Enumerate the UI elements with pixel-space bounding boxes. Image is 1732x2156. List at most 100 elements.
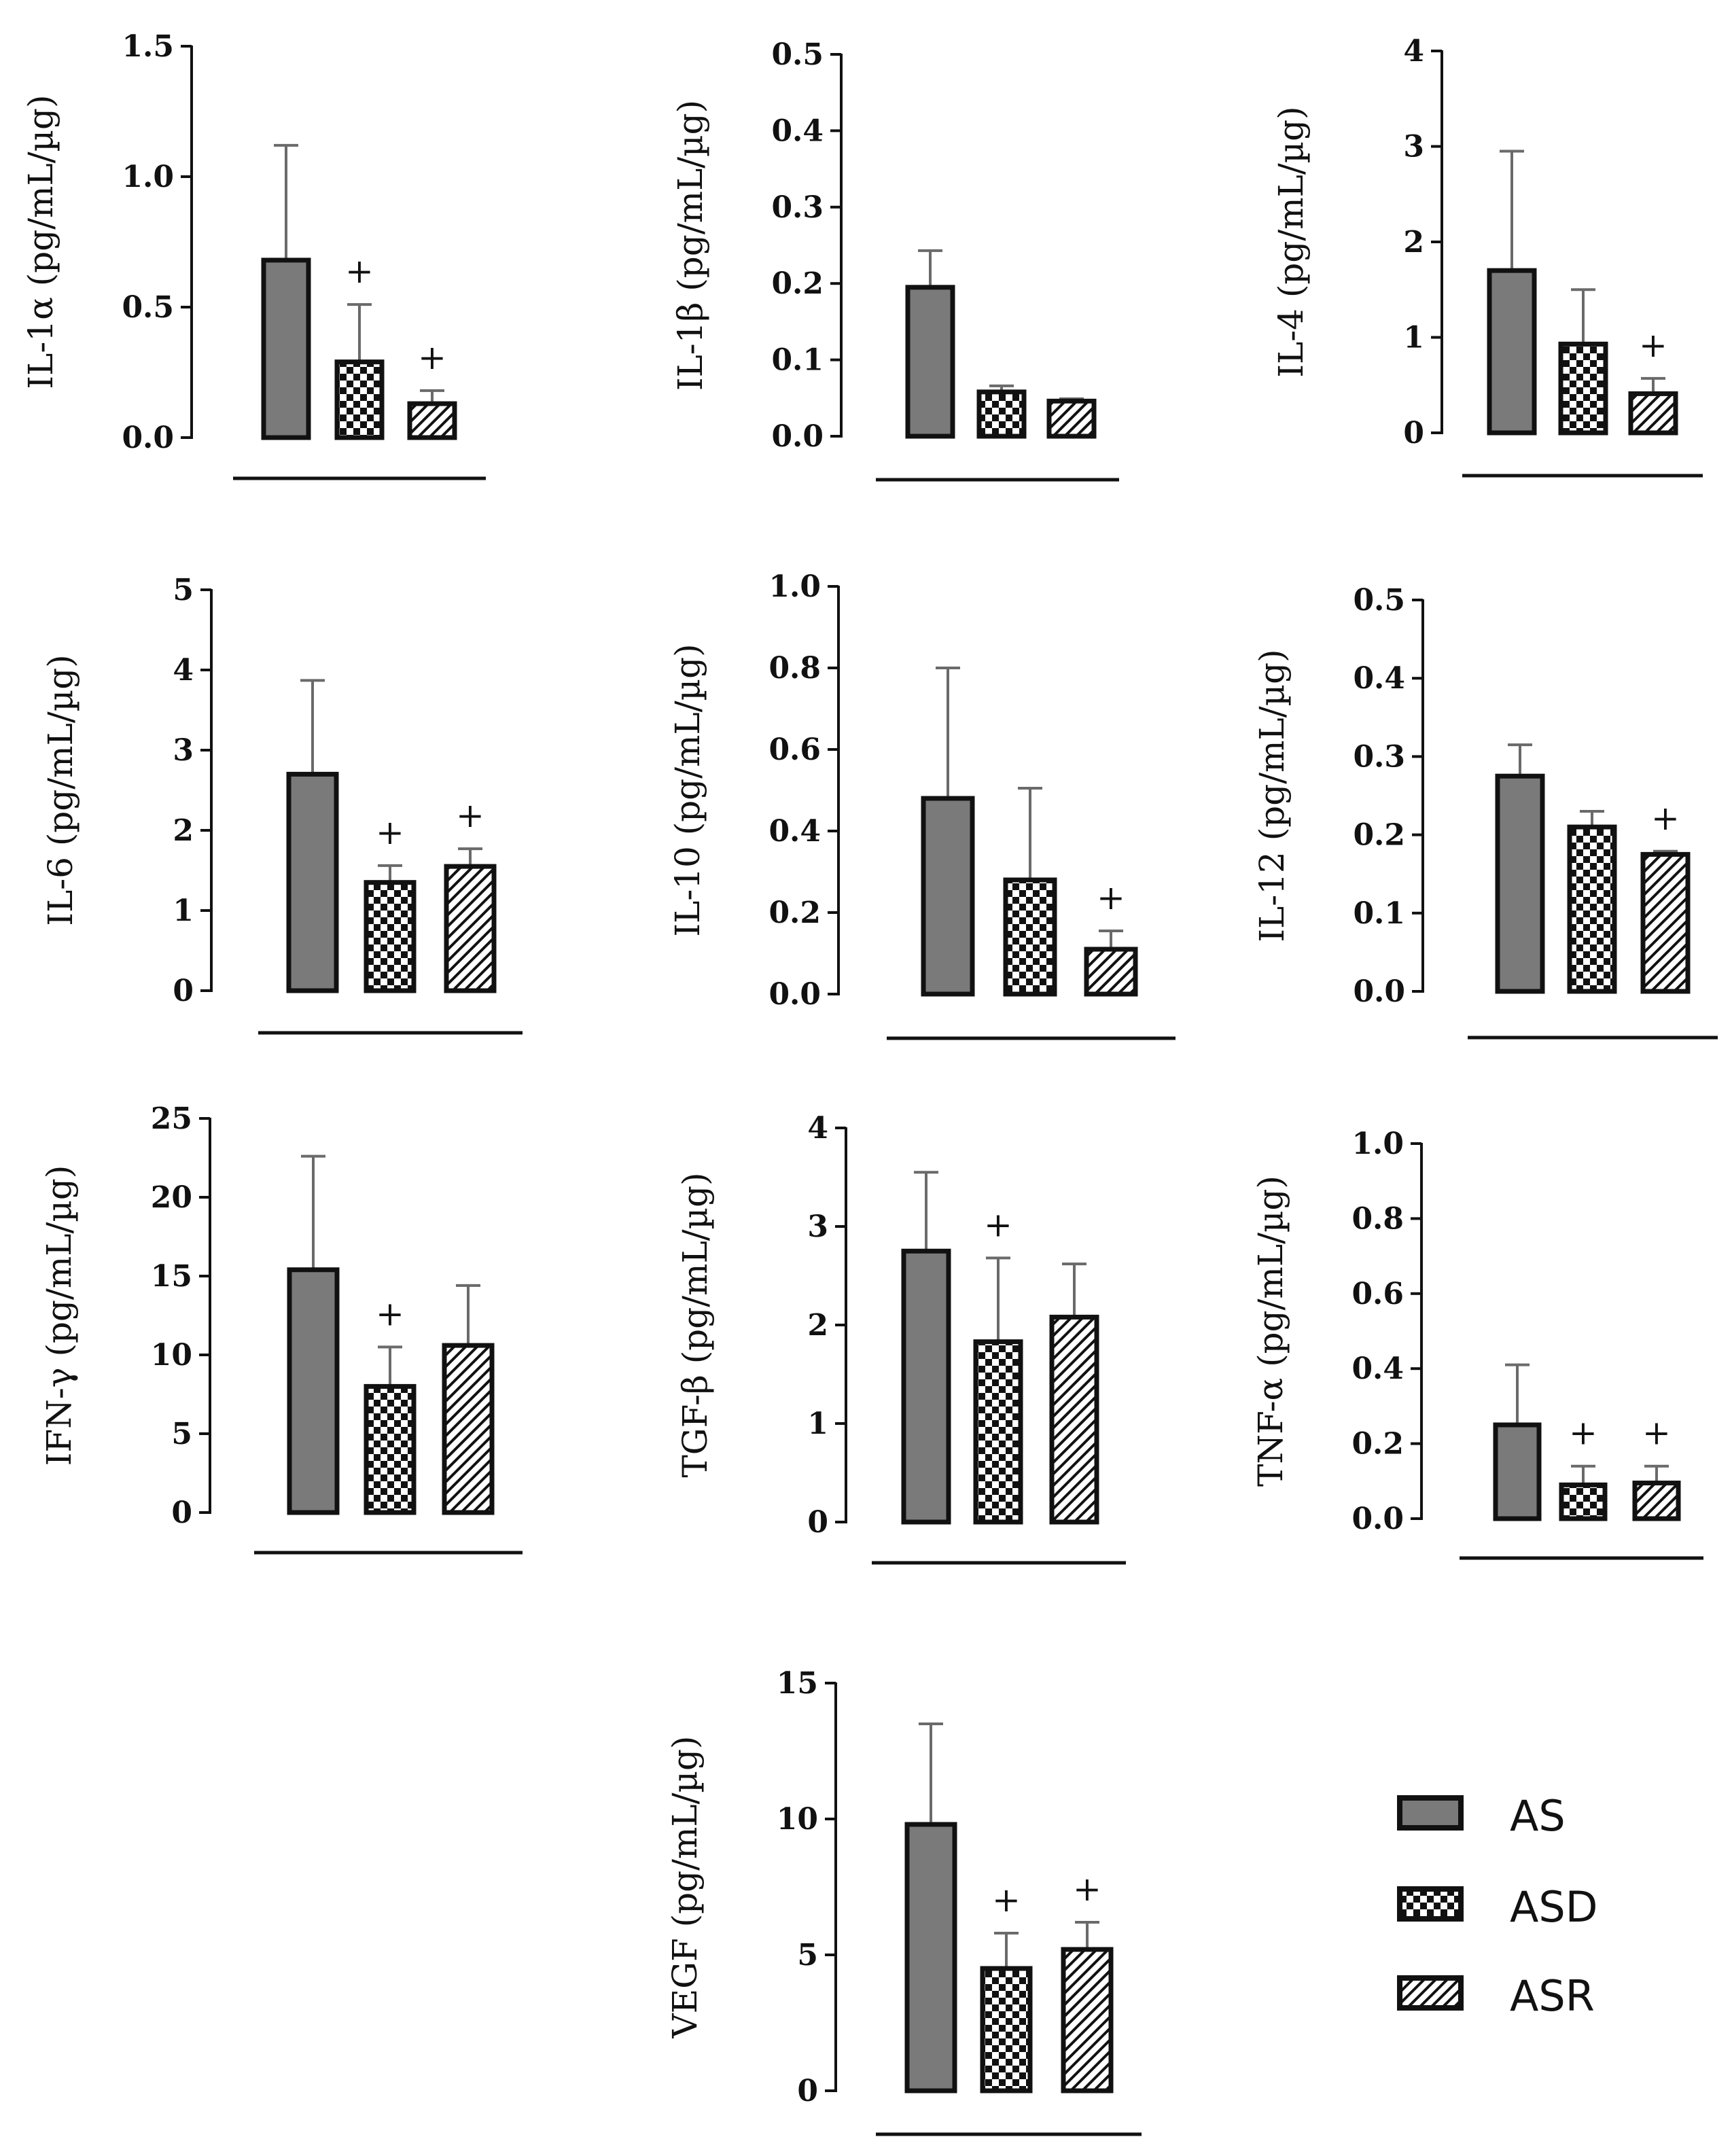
bar-asr <box>407 401 457 440</box>
y-tick-label: 3 <box>1403 130 1424 164</box>
y-tick-label: 0.0 <box>768 977 821 1012</box>
y-tick-label: 0.1 <box>1353 896 1405 931</box>
y-tick-label: 25 <box>151 1101 192 1136</box>
y-tick-label: 2 <box>173 813 194 848</box>
bar-as <box>1493 1422 1542 1521</box>
y-tick-label: 20 <box>151 1180 192 1215</box>
significance-marker: + <box>1642 1413 1671 1453</box>
y-tick-label: 1 <box>1403 321 1424 355</box>
y-tick-label: 0.0 <box>122 421 174 455</box>
bar-asr <box>1640 851 1691 994</box>
y-tick-label: 0.4 <box>771 113 824 148</box>
y-tick-label: 0.3 <box>771 190 824 225</box>
bar-asr <box>1046 398 1097 439</box>
y-tick-label: 1.0 <box>122 160 174 194</box>
y-tick-label: 1 <box>807 1407 828 1441</box>
y-tick-label: 0.8 <box>1351 1201 1404 1236</box>
significance-marker: + <box>984 1205 1012 1244</box>
y-tick-label: 1.0 <box>768 569 821 604</box>
significance-marker: + <box>1569 1413 1597 1453</box>
y-axis-label: IL-10 (pg/mL/µg) <box>668 643 707 936</box>
significance-marker: + <box>456 796 484 835</box>
y-tick-label: 5 <box>171 1417 192 1451</box>
y-tick-label: 1.0 <box>1351 1127 1404 1161</box>
y-axis-label: IL-1α (pg/mL/µg) <box>21 94 60 389</box>
chart-panel: 0 1 2 3 4 TGF-β (pg/mL/µg) + <box>675 1111 1126 1565</box>
y-tick-label: 0.0 <box>1351 1502 1404 1536</box>
y-tick-label: 0.1 <box>771 343 824 378</box>
bar-asd <box>976 389 1027 439</box>
bar-asd <box>364 880 417 993</box>
legend-swatch-asd <box>1397 1886 1464 1922</box>
bar-asd <box>334 359 385 440</box>
significance-marker: + <box>345 251 374 291</box>
y-tick-label: 0.4 <box>1353 661 1405 696</box>
bar-asd <box>364 1383 417 1515</box>
significance-marker: + <box>376 1294 404 1333</box>
y-tick-label: 0.8 <box>768 651 821 686</box>
y-tick-label: 0.6 <box>768 732 821 767</box>
bar-asr <box>1632 1481 1681 1521</box>
y-tick-label: 0.5 <box>122 290 174 325</box>
bar-asr <box>1049 1314 1099 1525</box>
y-tick-label: 0 <box>807 1505 828 1540</box>
chart-panel: 0 1 2 3 4 IL-4 (pg/mL/µg) + <box>1271 34 1703 478</box>
y-tick-label: 10 <box>151 1338 192 1373</box>
y-tick-label: 15 <box>777 1666 818 1701</box>
y-axis-label: TNF-α (pg/mL/µg) <box>1251 1176 1290 1487</box>
y-tick-label: 3 <box>173 733 194 768</box>
y-tick-label: 0 <box>173 974 194 1008</box>
y-tick-label: 0.2 <box>768 896 821 930</box>
bar-asr <box>1628 391 1678 436</box>
y-tick-label: 4 <box>173 653 194 688</box>
chart-panel: 0 5 10 15 VEGF (pg/mL/µg) + + <box>665 1666 1142 2136</box>
bar-as <box>286 771 339 993</box>
bar-asr <box>1084 947 1138 997</box>
y-tick-label: 0 <box>171 1496 192 1530</box>
bar-as <box>921 796 975 997</box>
chart-panel: 0 5 10 15 20 25 IFN-γ (pg/mL/µg) + <box>39 1101 523 1555</box>
y-tick-label: 4 <box>807 1111 828 1146</box>
y-axis-label: VEGF (pg/mL/µg) <box>665 1736 705 2039</box>
bar-as <box>1487 268 1537 436</box>
chart-panels: 0.00.51.01.5IL-1α (pg/mL/µg) ++0.00.10.20… <box>21 29 1718 2136</box>
legend-label-as: AS <box>1510 1791 1566 1841</box>
y-tick-label: 0.6 <box>1351 1277 1404 1311</box>
bar-as <box>261 258 311 440</box>
significance-marker: + <box>1073 1869 1101 1909</box>
significance-marker: + <box>418 338 446 377</box>
bar-asd <box>973 1339 1023 1525</box>
chart-panel: 0.0 0.2 0.4 0.6 0.8 1.0 IL-10 (pg/mL/µg) + <box>668 569 1176 1040</box>
y-tick-label: 0 <box>1403 416 1424 450</box>
bar-asr <box>442 1343 495 1515</box>
y-tick-label: 15 <box>151 1259 192 1294</box>
legend-label-asr: ASR <box>1510 1971 1595 2021</box>
y-axis-label: IFN-γ (pg/mL/µg) <box>39 1165 79 1466</box>
y-tick-label: 4 <box>1403 34 1424 69</box>
chart-panel: 0.0 0.5 1.0 1.5 IL-1α (pg/mL/µg) + + <box>21 29 486 480</box>
bar-as <box>904 1822 957 2093</box>
y-tick-label: 0.5 <box>1353 583 1405 618</box>
significance-marker: + <box>1651 798 1680 838</box>
legend: AS ASD ASR <box>1397 1791 1598 2021</box>
y-tick-label: 0.2 <box>1351 1427 1404 1462</box>
bar-asd <box>980 1966 1033 2093</box>
y-tick-label: 0.2 <box>771 266 824 301</box>
y-axis-label: TGF-β (pg/mL/µg) <box>675 1172 715 1477</box>
legend-label-asd: ASD <box>1510 1882 1598 1932</box>
significance-marker: + <box>1097 878 1125 917</box>
y-tick-label: 0.0 <box>771 419 824 454</box>
bar-as <box>905 285 955 439</box>
y-tick-label: 2 <box>1403 225 1424 260</box>
y-axis-label: IL-4 (pg/mL/µg) <box>1271 106 1311 377</box>
bar-asd <box>1567 824 1617 994</box>
chart-panel: 0.0 0.1 0.2 0.3 0.4 0.5 IL-1β (pg/mL/µg) <box>671 37 1119 482</box>
bar-asd <box>1003 877 1057 997</box>
y-tick-label: 0.2 <box>1353 818 1405 853</box>
y-tick-label: 5 <box>173 573 194 607</box>
chart-panel: 0.0 0.2 0.4 0.6 0.8 1.0 TNF-α (pg/mL/µg) + + <box>1251 1127 1703 1560</box>
y-tick-label: 0.4 <box>768 814 821 849</box>
y-tick-label: 2 <box>807 1308 828 1343</box>
y-axis-label: IL-12 (pg/mL/µg) <box>1252 649 1292 942</box>
